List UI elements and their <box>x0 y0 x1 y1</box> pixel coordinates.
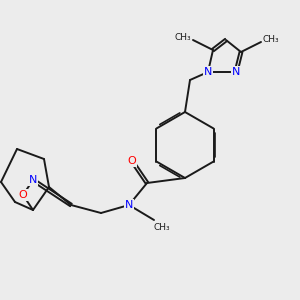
Text: N: N <box>232 67 240 77</box>
Text: N: N <box>125 200 133 210</box>
Text: CH₃: CH₃ <box>154 224 170 232</box>
Text: CH₃: CH₃ <box>263 35 279 44</box>
Text: N: N <box>204 67 212 77</box>
Text: O: O <box>128 156 136 166</box>
Text: CH₃: CH₃ <box>175 34 191 43</box>
Text: N: N <box>29 175 37 185</box>
Text: O: O <box>19 190 27 200</box>
